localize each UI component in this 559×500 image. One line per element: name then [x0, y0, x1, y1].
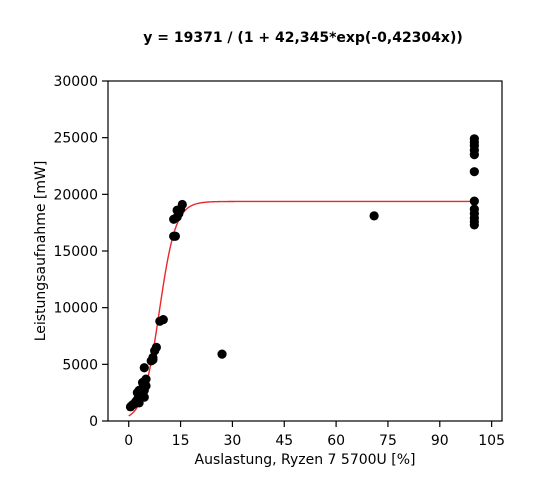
x-tick-label: 0 [124, 433, 133, 449]
x-axis: 0 15 30 45 60 75 90 105 [124, 421, 505, 449]
fit-line [128, 200, 475, 417]
data-point [148, 355, 158, 365]
data-point [469, 220, 479, 230]
y-tick-label: 0 [89, 414, 98, 430]
y-tick-label: 30000 [53, 74, 98, 90]
data-point [141, 374, 151, 384]
data-point [469, 167, 479, 177]
x-tick-label: 45 [275, 433, 293, 449]
data-point [369, 211, 379, 221]
y-axis: 0 5000 10000 15000 20000 25000 30000 [53, 74, 108, 430]
data-point [151, 342, 161, 352]
x-tick-label: 15 [172, 433, 190, 449]
data-point [158, 314, 168, 325]
x-tick-label: 30 [224, 433, 242, 449]
data-point [139, 392, 149, 402]
data-point [217, 349, 227, 359]
data-point [469, 150, 479, 160]
x-tick-label: 105 [478, 433, 505, 449]
y-tick-label: 15000 [53, 244, 98, 260]
data-point [172, 205, 182, 215]
y-tick-label: 20000 [53, 187, 98, 203]
y-tick-label: 25000 [53, 131, 98, 147]
x-tick-label: 60 [327, 433, 345, 449]
x-tick-label: 90 [431, 433, 449, 449]
y-tick-label: 10000 [53, 301, 98, 317]
fit-curve [128, 200, 475, 417]
y-tick-label: 5000 [62, 357, 98, 373]
data-point [139, 363, 149, 373]
plot-frame [107, 80, 503, 422]
y-axis-label: Leistungsaufnahme [mW] [33, 161, 49, 342]
x-axis-label: Auslastung, Ryzen 7 5700U [%] [195, 452, 416, 468]
data-point [469, 196, 479, 206]
data-point [170, 231, 180, 241]
chart-title: y = 19371 / (1 + 42,345*exp(-0,42304x)) [143, 30, 462, 46]
data-points [125, 134, 479, 412]
x-tick-label: 75 [379, 433, 397, 449]
